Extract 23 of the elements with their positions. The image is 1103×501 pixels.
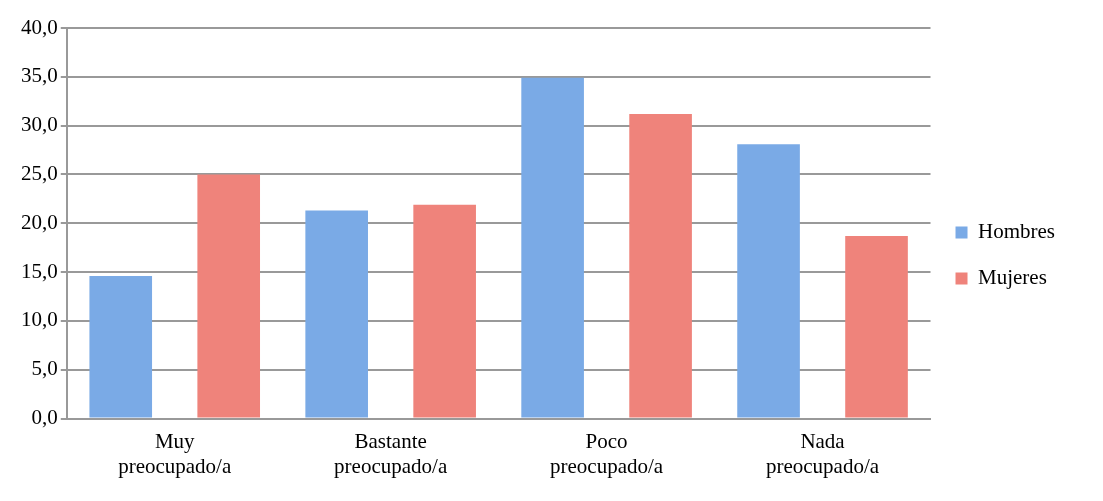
y-tick-label: 25,0	[21, 160, 58, 185]
legend-label: Hombres	[978, 219, 1056, 244]
y-tick-label: 30,0	[21, 112, 58, 137]
bar	[197, 174, 261, 418]
x-tick-label: Muy preocupado/a	[118, 428, 232, 478]
y-tick-label: 5,0	[31, 356, 58, 381]
x-tick-label: Nada preocupado/a	[765, 428, 880, 478]
x-tick-label: Poco preocupado/a	[550, 428, 664, 478]
bar	[305, 210, 368, 418]
bar	[629, 113, 692, 418]
bar	[737, 144, 800, 418]
y-tick-label: 35,0	[21, 63, 58, 88]
bar	[413, 204, 476, 418]
y-tick-label: 15,0	[21, 258, 58, 283]
bar	[89, 276, 153, 418]
bar	[521, 77, 584, 418]
bar	[845, 235, 908, 418]
y-tick-label: 10,0	[21, 307, 58, 332]
y-tick-label: 0,0	[31, 405, 58, 430]
x-tick-label: Bastante preocupado/a	[334, 428, 448, 478]
legend-label: Mujeres	[978, 265, 1047, 290]
y-tick-label: 20,0	[21, 209, 58, 234]
y-tick-label: 40,0	[21, 14, 58, 39]
